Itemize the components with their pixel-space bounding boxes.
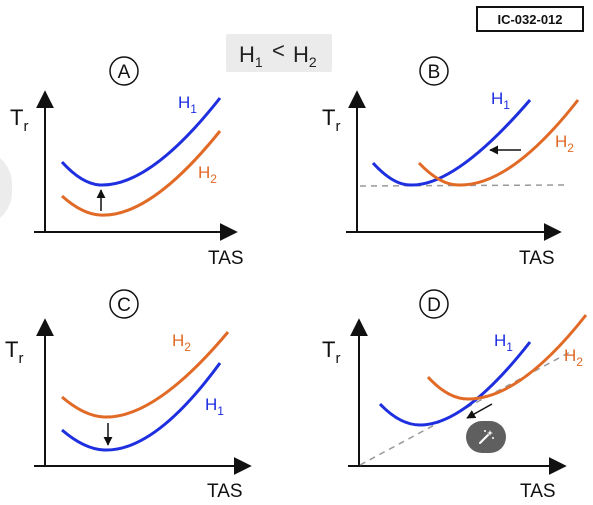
panel-a-badge bbox=[109, 56, 139, 86]
panel-c-h1-label: H1 bbox=[205, 395, 224, 418]
panel-d-tangent-line bbox=[359, 350, 573, 466]
panel-c: C Tr TAS H2 H1 bbox=[5, 289, 252, 502]
panel-d-h1-curve bbox=[378, 341, 532, 427]
magic-wand-button[interactable] bbox=[466, 421, 506, 453]
panel-b-h2-curve bbox=[417, 99, 580, 187]
panel-c-h2-label: H2 bbox=[172, 331, 191, 354]
panel-a: A Tr TAS H1 H2 bbox=[10, 56, 244, 269]
panel-b-h1-label: H1 bbox=[491, 89, 510, 112]
panel-b-badge bbox=[419, 56, 449, 86]
panel-a-h1-curve bbox=[60, 97, 222, 187]
panel-a-h2-label: H2 bbox=[198, 163, 217, 186]
panel-b-h2-label: H2 bbox=[555, 132, 574, 155]
condition-box bbox=[226, 34, 332, 72]
panel-b-y-label: Tr bbox=[322, 105, 340, 135]
panel-c-h2-curve bbox=[61, 331, 230, 419]
panel-b-label: B bbox=[428, 62, 441, 83]
condition-h2: H2 bbox=[293, 42, 317, 70]
panel-b: B Tr TAS H1 H2 bbox=[322, 56, 580, 269]
panel-d-shift-arrow bbox=[466, 403, 493, 419]
panel-c-x-label: TAS bbox=[207, 481, 243, 502]
panel-d-label: D bbox=[427, 295, 441, 316]
panel-c-badge bbox=[109, 289, 139, 319]
panel-c-y-label: Tr bbox=[5, 337, 23, 367]
panel-d-badge bbox=[419, 289, 449, 319]
panel-a-y-label: Tr bbox=[10, 105, 28, 135]
panel-d: D Tr TAS H1 H2 bbox=[322, 289, 588, 502]
condition-h1: H1 bbox=[239, 42, 263, 70]
reference-code-badge: IC-032-012 bbox=[476, 6, 584, 32]
panel-a-h2-curve bbox=[60, 130, 222, 217]
panel-b-x-label: TAS bbox=[519, 248, 555, 269]
panel-b-h1-curve bbox=[371, 99, 532, 187]
panel-d-h2-label: H2 bbox=[564, 346, 583, 369]
panel-d-h1-label: H1 bbox=[494, 331, 513, 354]
panel-a-h1-label: H1 bbox=[178, 93, 197, 116]
panel-d-h2-curve bbox=[426, 314, 588, 401]
magic-wand-icon bbox=[479, 430, 494, 444]
panel-d-x-label: TAS bbox=[520, 481, 556, 502]
panel-a-label: A bbox=[118, 62, 131, 83]
panel-c-label: C bbox=[117, 295, 131, 316]
condition-relation: < bbox=[272, 38, 285, 63]
panel-a-x-label: TAS bbox=[208, 248, 244, 269]
panel-d-y-label: Tr bbox=[322, 337, 340, 367]
panel-c-h1-curve bbox=[61, 362, 222, 452]
